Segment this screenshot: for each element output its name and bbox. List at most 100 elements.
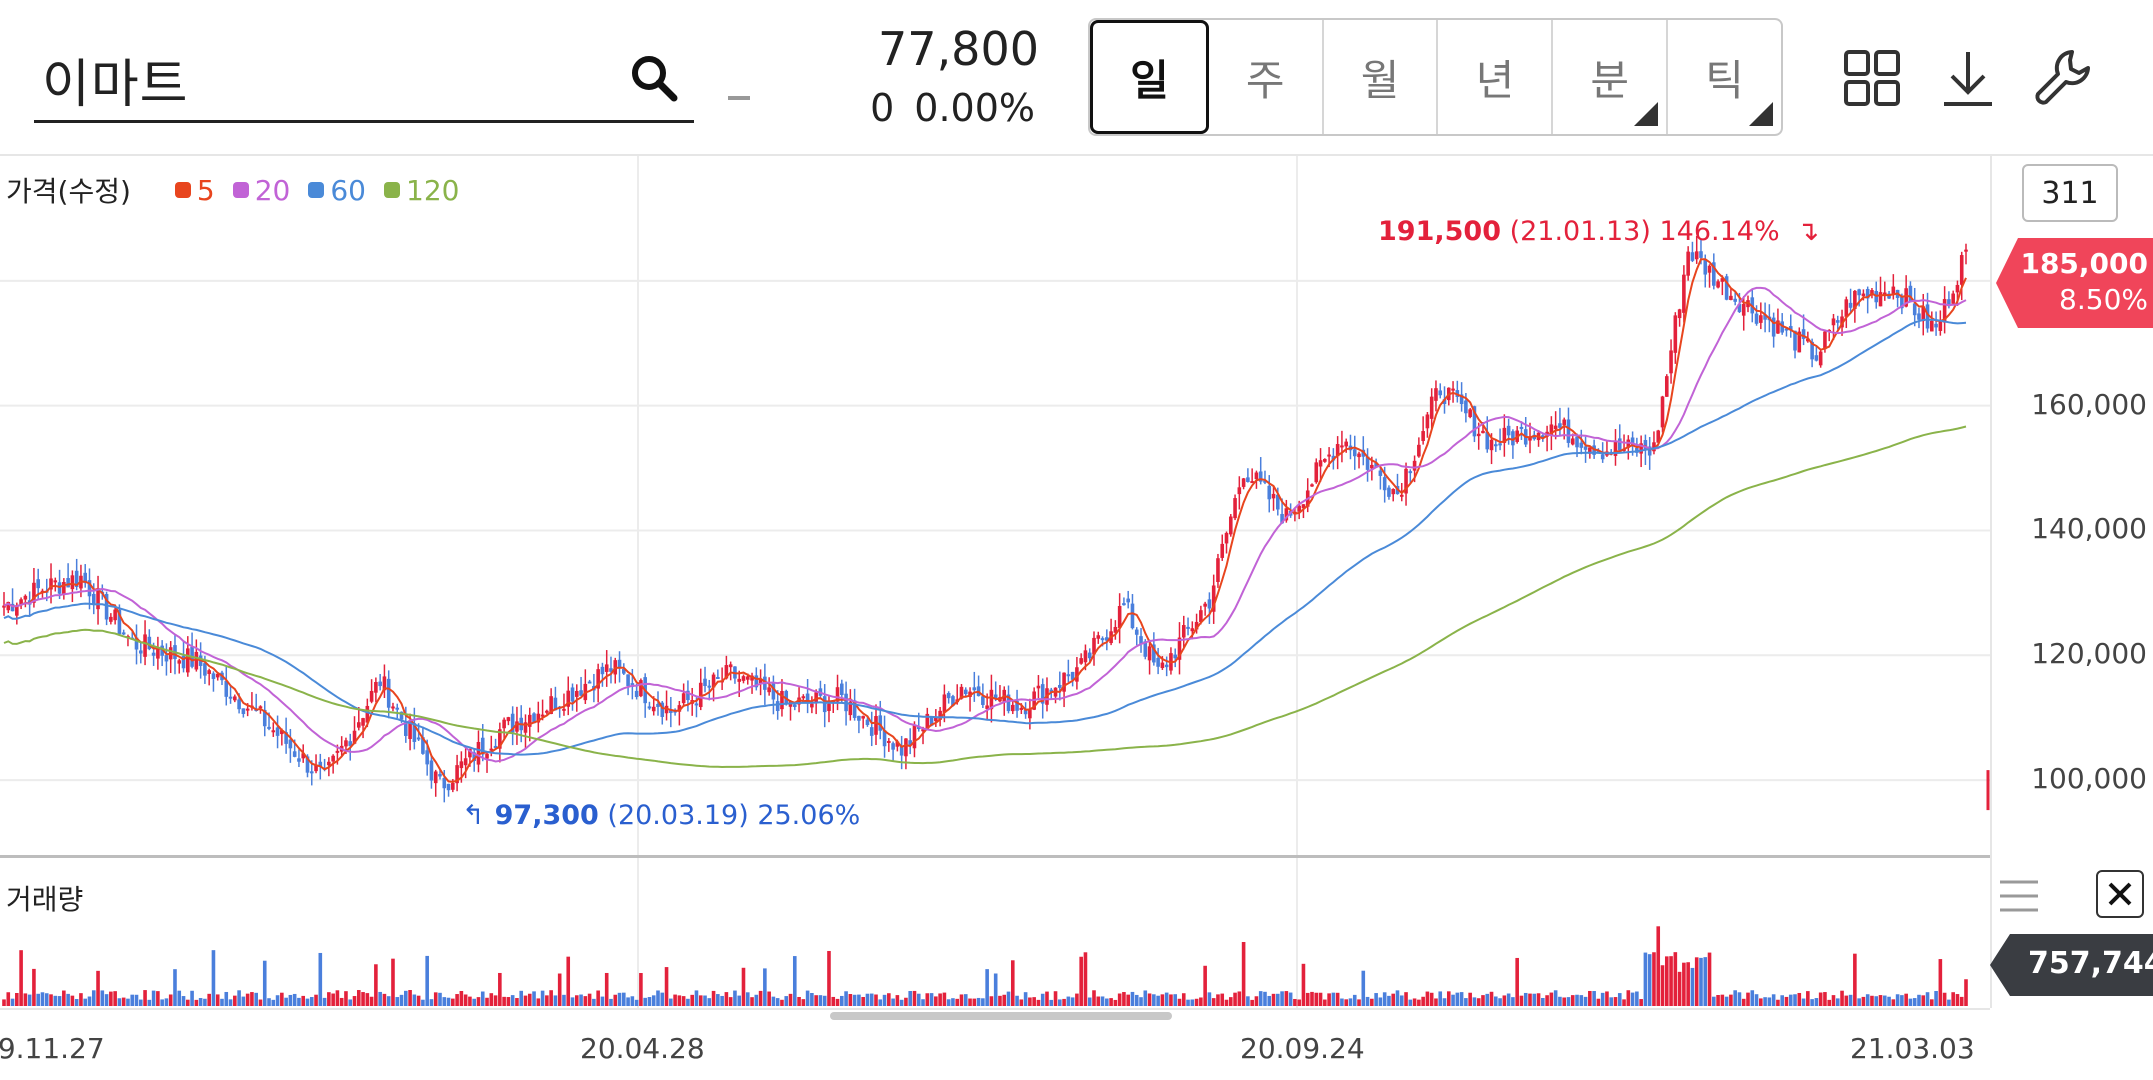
candle-body: [472, 752, 476, 761]
volume-bar: [297, 997, 301, 1006]
volume-bar: [1164, 992, 1169, 1006]
candle-body: [942, 694, 947, 713]
search-icon[interactable]: [628, 52, 680, 104]
volume-bar: [126, 998, 130, 1006]
close-volume-button[interactable]: [2096, 870, 2144, 918]
volume-bar: [1771, 994, 1776, 1006]
candle-body: [1485, 431, 1490, 450]
candle-body: [634, 690, 639, 698]
download-icon[interactable]: [1938, 48, 1998, 108]
candle-body: [1028, 709, 1032, 719]
candle-body: [1130, 603, 1135, 629]
candle-body: [66, 578, 70, 588]
volume-bar: [1844, 995, 1849, 1006]
candle-body: [53, 580, 58, 583]
chart-scrollbar[interactable]: [830, 1012, 1172, 1020]
volume-bar: [190, 990, 194, 1006]
candle-body: [934, 717, 938, 722]
candle-body: [1387, 487, 1391, 497]
candle-body: [805, 693, 810, 703]
volume-bar: [797, 996, 801, 1006]
candle-body: [1211, 585, 1216, 612]
period-button-4[interactable]: 분: [1553, 20, 1669, 134]
period-button-3[interactable]: 년: [1438, 20, 1554, 134]
candle-count-button[interactable]: 311: [2022, 164, 2118, 222]
candle-body: [15, 606, 19, 616]
volume-bar: [1340, 998, 1344, 1006]
wrench-icon[interactable]: [2032, 48, 2092, 108]
candle-body: [758, 678, 763, 684]
period-button-0[interactable]: 일: [1090, 20, 1209, 134]
candle-body: [810, 703, 814, 708]
candle-body: [882, 730, 887, 747]
volume-bar: [233, 995, 237, 1006]
candle-body: [1959, 255, 1964, 285]
candle-body: [1434, 388, 1438, 401]
volume-bar: [1626, 990, 1631, 1006]
volume-bar: [1818, 992, 1823, 1006]
volume-bar: [1523, 992, 1528, 1006]
candle-body: [1335, 444, 1340, 457]
volume-bar: [972, 998, 977, 1006]
volume-bar: [570, 997, 575, 1006]
menu-icon[interactable]: [1998, 878, 2040, 914]
candle-body: [502, 719, 506, 729]
candle-body: [1049, 689, 1054, 693]
volume-bar: [1297, 999, 1301, 1006]
volume-bar: [600, 996, 605, 1006]
change-percent: 0.00%: [914, 86, 1035, 130]
tag-pct: 8.50%: [2059, 283, 2148, 316]
candle-body: [703, 678, 707, 687]
volume-bar: [1882, 995, 1887, 1006]
volume-bar: [130, 994, 135, 1006]
chart-legend: 가격(수정) 5 20 60 120: [6, 170, 459, 210]
volume-bar: [733, 990, 737, 1006]
volume-bar: [1318, 992, 1323, 1006]
period-button-1[interactable]: 주: [1209, 20, 1324, 134]
volume-bar: [1464, 998, 1468, 1006]
volume-bar: [767, 991, 771, 1006]
candle-body: [1502, 427, 1507, 443]
volume-bar: [1780, 995, 1784, 1006]
volume-bar: [1955, 994, 1960, 1006]
search-box[interactable]: 이마트: [34, 30, 694, 123]
candle-body: [164, 655, 169, 662]
volume-bar: [314, 994, 318, 1006]
candle-body: [963, 689, 968, 695]
candle-body: [391, 706, 395, 709]
volume-bar: [1002, 994, 1007, 1006]
volume-bar: [271, 999, 276, 1006]
volume-bar: [134, 994, 139, 1006]
volume-bar: [810, 993, 814, 1006]
period-button-5[interactable]: 틱: [1668, 20, 1781, 134]
candle-body: [1583, 446, 1588, 450]
volume-bar: [703, 995, 707, 1006]
price-chart[interactable]: [0, 156, 1990, 1008]
candle-body: [134, 637, 139, 650]
volume-bar: [822, 995, 827, 1006]
pane-divider[interactable]: [0, 855, 1990, 858]
candle-body: [1472, 406, 1477, 437]
volume-bar: [1677, 971, 1682, 1006]
volume-bar: [44, 993, 49, 1006]
volume-bar: [1938, 959, 1943, 1006]
x-tick-label: 21.03.03: [1850, 1032, 1975, 1065]
volume-bar: [1032, 997, 1036, 1006]
volume-bar: [566, 956, 571, 1006]
candle-body: [1058, 684, 1062, 688]
legend-label: 20: [254, 173, 291, 207]
volume-bar: [1925, 992, 1930, 1006]
period-button-2[interactable]: 월: [1324, 20, 1439, 134]
stock-name[interactable]: 이마트: [42, 55, 189, 115]
grid-icon[interactable]: [1842, 48, 1902, 108]
volume-bar: [1588, 990, 1592, 1006]
candle-body: [1301, 504, 1306, 509]
candle-body: [622, 668, 626, 674]
candle-body: [83, 572, 88, 584]
volume-bar: [1075, 993, 1079, 1006]
candle-body: [1190, 628, 1195, 632]
candle-body: [1203, 603, 1207, 607]
candle-body: [840, 683, 844, 696]
candle-body: [280, 730, 284, 735]
candle-body: [1186, 626, 1190, 629]
